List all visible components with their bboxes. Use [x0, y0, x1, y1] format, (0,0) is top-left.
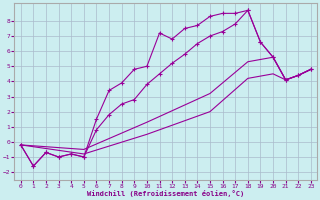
X-axis label: Windchill (Refroidissement éolien,°C): Windchill (Refroidissement éolien,°C): [87, 190, 244, 197]
